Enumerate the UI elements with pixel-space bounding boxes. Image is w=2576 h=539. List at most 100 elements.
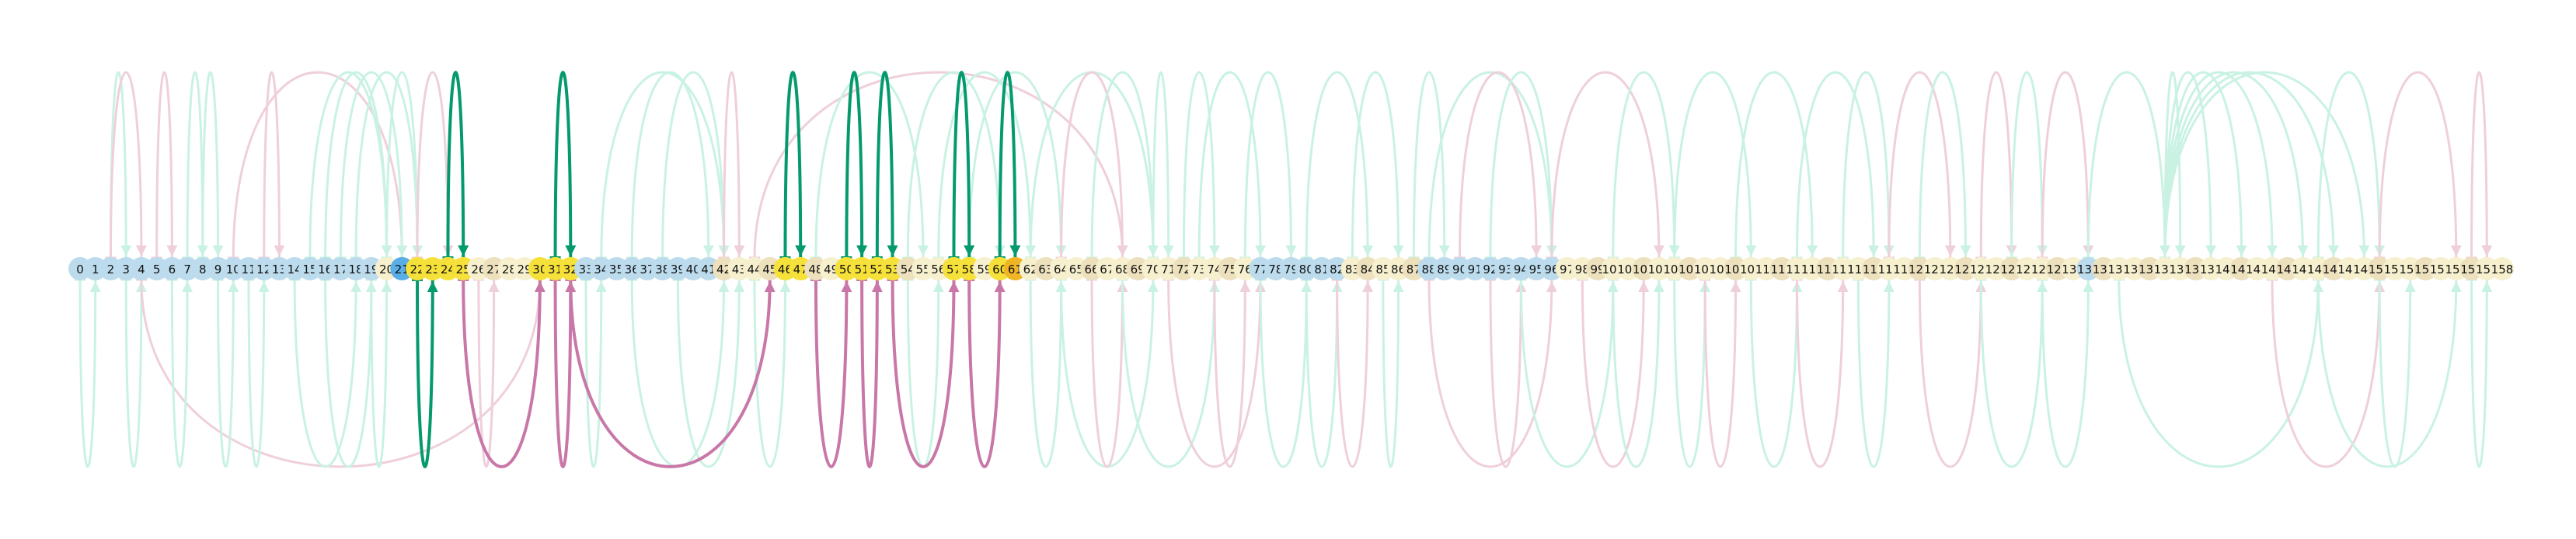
background-edge-8 xyxy=(324,71,389,259)
background-arrowhead-27 xyxy=(1255,245,1267,256)
background-edge-97 xyxy=(2316,279,2458,468)
background-edge-83 xyxy=(1489,279,1522,468)
background-arrowhead-81 xyxy=(1393,281,1404,292)
background-edge-94 xyxy=(2041,279,2090,468)
background-arrowhead-56 xyxy=(2481,245,2493,256)
background-edge-27 xyxy=(1197,71,1262,259)
background-edge-28 xyxy=(1243,71,1292,259)
node-label-1: 1 xyxy=(92,263,99,276)
background-edge-57 xyxy=(78,279,97,468)
node-label-59: 59 xyxy=(977,263,992,276)
node-label-73: 73 xyxy=(1192,263,1207,276)
highlight-arrowhead-6 xyxy=(1009,245,1021,256)
node-label-34: 34 xyxy=(594,263,608,276)
node-label-47: 47 xyxy=(793,263,808,276)
highlight-edge-14 xyxy=(967,279,1002,468)
node-label-75: 75 xyxy=(1222,263,1237,276)
node-label-5: 5 xyxy=(153,263,161,276)
background-edge-86 xyxy=(1612,279,1661,468)
node-label-31: 31 xyxy=(548,263,563,276)
background-arrowhead-61 xyxy=(228,281,239,292)
background-arrowhead-63 xyxy=(350,281,362,292)
node-label-49: 49 xyxy=(824,263,838,276)
background-arrowhead-37 xyxy=(1745,245,1757,256)
node-label-4: 4 xyxy=(138,263,145,276)
node-label-96: 96 xyxy=(1544,263,1559,276)
node-label-45: 45 xyxy=(762,263,777,276)
background-arrowhead-62 xyxy=(258,281,270,292)
background-arrowhead-0 xyxy=(120,245,132,256)
background-edge-17 xyxy=(753,71,1124,259)
node-label-15: 15 xyxy=(302,263,317,276)
highlight-edge-11 xyxy=(814,279,849,468)
background-edge-51 xyxy=(2163,71,2305,259)
node-label-56: 56 xyxy=(931,263,946,276)
background-arrowhead-49 xyxy=(2236,245,2247,256)
node-label-39: 39 xyxy=(671,263,685,276)
background-edge-12 xyxy=(416,71,449,259)
background-edge-35 xyxy=(1550,71,1661,259)
background-edge-45 xyxy=(2041,71,2090,259)
background-edge-63 xyxy=(293,279,357,468)
highlight-arrowhead-14 xyxy=(994,281,1006,292)
background-arrowhead-67 xyxy=(595,281,607,292)
background-arrowhead-65 xyxy=(381,281,392,292)
node-label-64: 64 xyxy=(1054,263,1068,276)
background-edge-20 xyxy=(937,71,1032,259)
background-edge-84 xyxy=(1519,279,1615,468)
background-edge-99 xyxy=(2470,279,2488,468)
background-edge-10 xyxy=(354,71,419,259)
highlight-arrowhead-13 xyxy=(948,281,960,292)
node-label-46: 46 xyxy=(778,263,793,276)
node-label-67: 67 xyxy=(1100,263,1114,276)
node-label-62: 62 xyxy=(1023,263,1038,276)
background-arrowhead-26 xyxy=(1208,245,1220,256)
node-label-44: 44 xyxy=(747,263,762,276)
node-label-29: 29 xyxy=(518,263,532,276)
background-edge-72 xyxy=(1029,279,1063,468)
node-label-88: 88 xyxy=(1422,263,1437,276)
background-arrowhead-50 xyxy=(2267,245,2278,256)
background-arrowhead-91 xyxy=(1883,281,1895,292)
node-label-55: 55 xyxy=(915,263,930,276)
background-arrowhead-98 xyxy=(2404,281,2416,292)
node-label-27: 27 xyxy=(486,263,501,276)
background-edge-55 xyxy=(2378,71,2458,259)
node-label-7: 7 xyxy=(183,263,191,276)
node-label-82: 82 xyxy=(1330,263,1344,276)
node-label-17: 17 xyxy=(333,263,348,276)
background-arrowhead-1 xyxy=(135,245,147,256)
node-label-94: 94 xyxy=(1514,263,1529,276)
background-arrowhead-33 xyxy=(1531,245,1542,256)
node-label-76: 76 xyxy=(1238,263,1253,276)
highlight-edge-3 xyxy=(845,71,864,259)
background-arrowhead-53 xyxy=(2358,245,2370,256)
node-label-69: 69 xyxy=(1131,263,1145,276)
background-arrowhead-42 xyxy=(1960,245,1971,256)
highlight-arrowhead-1 xyxy=(565,245,577,256)
background-edge-6 xyxy=(263,71,281,259)
background-arrowhead-70 xyxy=(779,281,791,292)
background-edge-32 xyxy=(1427,71,1553,259)
node-label-11: 11 xyxy=(241,263,256,276)
node-label-48: 48 xyxy=(808,263,823,276)
node-label-10: 10 xyxy=(226,263,241,276)
highlight-edge-1 xyxy=(553,71,573,259)
background-edge-33 xyxy=(1459,71,1538,259)
background-arrowhead-94 xyxy=(2083,281,2094,292)
background-arrowhead-88 xyxy=(1730,281,1741,292)
background-edge-69 xyxy=(676,279,741,468)
background-arrowhead-85 xyxy=(1638,281,1650,292)
node-label-97: 97 xyxy=(1560,263,1574,276)
node-label-36: 36 xyxy=(625,263,640,276)
background-edge-80 xyxy=(1336,279,1369,468)
node-label-35: 35 xyxy=(609,263,624,276)
highlight-edge-5 xyxy=(952,71,971,259)
background-edge-90 xyxy=(1796,279,1845,468)
node-label-54: 54 xyxy=(901,263,915,276)
node-label-58: 58 xyxy=(962,263,977,276)
node-label-0: 0 xyxy=(76,263,84,276)
background-arrowhead-86 xyxy=(1653,281,1664,292)
background-arrowhead-80 xyxy=(1362,281,1374,292)
